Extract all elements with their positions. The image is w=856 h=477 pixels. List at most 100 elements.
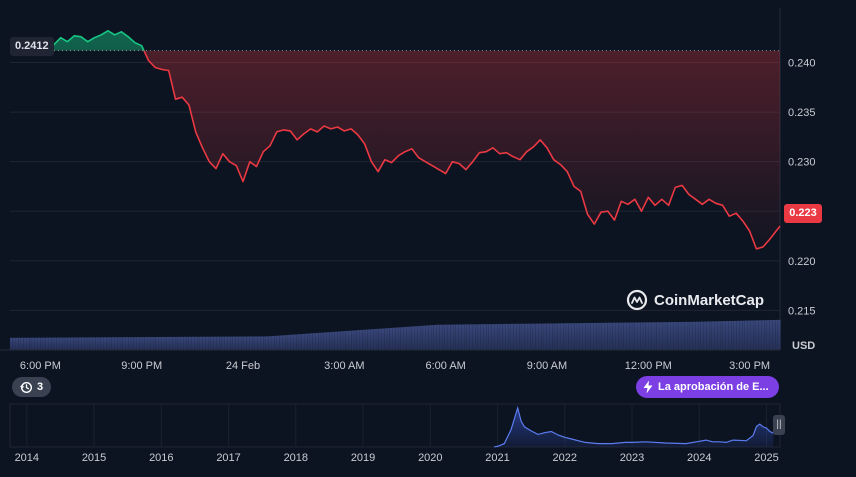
- history-icon: [20, 381, 33, 393]
- volume-bar: [133, 337, 137, 350]
- volume-bar: [109, 337, 112, 350]
- volume-bar: [706, 321, 710, 350]
- volume-bar: [662, 322, 665, 350]
- volume-bar: [45, 337, 49, 350]
- volume-bar: [230, 336, 233, 350]
- volume-bar: [491, 324, 495, 350]
- volume-bar: [431, 325, 434, 350]
- volume-bar: [84, 337, 87, 350]
- volume-bar: [354, 330, 357, 350]
- volume-bar: [67, 337, 71, 350]
- volume-bar: [260, 336, 264, 350]
- overview-x-tick-label: 2020: [418, 452, 442, 464]
- volume-bar: [640, 322, 643, 350]
- volume-bar: [566, 323, 569, 350]
- volume-bar: [761, 320, 765, 350]
- volume-bar: [257, 336, 261, 350]
- volume-bar: [626, 322, 630, 350]
- overview-x-tick-label: 2019: [351, 452, 375, 464]
- volume-bar: [307, 333, 310, 350]
- volume-bar: [612, 322, 616, 350]
- volume-bar: [274, 335, 277, 350]
- volume-bar: [758, 320, 762, 350]
- events-count: 3: [37, 381, 44, 393]
- volume-bar: [362, 329, 365, 350]
- volume-bar: [538, 323, 542, 350]
- volume-bar: [378, 328, 382, 350]
- volume-bar: [252, 336, 255, 350]
- volume-bar: [139, 337, 142, 350]
- volume-bar: [202, 336, 206, 350]
- volume-bar: [376, 328, 379, 350]
- volume-bar: [111, 337, 115, 350]
- volume-bar: [513, 323, 517, 350]
- range-handle-icon[interactable]: ||: [773, 415, 785, 435]
- volume-bar: [186, 336, 189, 350]
- volume-bar: [78, 337, 82, 350]
- volume-bar: [117, 337, 120, 350]
- volume-bar: [695, 321, 699, 350]
- volume-bar: [439, 324, 443, 350]
- volume-bar: [676, 322, 679, 350]
- overview-line: [494, 405, 774, 448]
- volume-bar: [678, 321, 682, 350]
- volume-bar: [340, 331, 343, 350]
- volume-bar: [453, 324, 456, 350]
- volume-bar: [673, 322, 676, 350]
- volume-bar: [285, 335, 288, 350]
- volume-bar: [224, 336, 228, 350]
- events-button[interactable]: 3: [12, 377, 52, 397]
- y-tick-label: 0.230: [788, 157, 816, 169]
- brand-watermark: CoinMarketCap: [626, 289, 764, 311]
- y-tick-label: 0.215: [788, 305, 816, 317]
- volume-bar: [175, 336, 178, 350]
- volume-bar: [544, 323, 547, 350]
- volume-bar: [687, 321, 690, 350]
- volume-bar: [136, 337, 140, 350]
- volume-bar: [290, 334, 294, 350]
- volume-bar: [153, 337, 156, 350]
- volume-bar: [645, 322, 649, 350]
- overview-x-tick-label: 2023: [620, 452, 644, 464]
- volume-bar: [720, 321, 723, 350]
- volume-bar: [497, 324, 500, 350]
- volume-bar: [337, 331, 341, 350]
- volume-bar: [395, 327, 398, 350]
- volume-bar: [312, 333, 316, 350]
- volume-bar: [158, 337, 162, 350]
- volume-bar: [428, 325, 432, 350]
- current-price-tag: 0.223: [784, 204, 822, 223]
- up-area-fill: [10, 30, 780, 51]
- volume-bar: [433, 324, 437, 350]
- volume-bar: [351, 330, 354, 350]
- volume-bar: [271, 336, 275, 350]
- volume-bar: [221, 336, 225, 350]
- volume-bar: [227, 336, 231, 350]
- volume-bar: [48, 337, 52, 350]
- volume-bar: [392, 327, 396, 350]
- volume-bar: [588, 323, 591, 350]
- volume-bar: [76, 337, 79, 350]
- volume-bar: [464, 324, 467, 350]
- volume-bar: [125, 337, 129, 350]
- volume-bar: [552, 323, 555, 350]
- volume-bar: [442, 324, 445, 350]
- volume-bar: [527, 323, 531, 350]
- volume-bar: [425, 325, 429, 350]
- volume-bar: [199, 336, 203, 350]
- volume-bar: [155, 337, 159, 350]
- volume-bar: [23, 337, 27, 350]
- volume-bar: [480, 324, 484, 350]
- volume-bar: [607, 322, 610, 350]
- news-event-button[interactable]: La aprobación de E...: [636, 376, 779, 398]
- volume-bar: [169, 336, 173, 350]
- overview-x-tick-label: 2018: [284, 452, 308, 464]
- volume-bar: [54, 337, 57, 350]
- volume-bar: [191, 336, 195, 350]
- volume-bar: [585, 323, 588, 350]
- volume-bar: [499, 324, 503, 350]
- volume-bar: [596, 322, 599, 350]
- price-line-up: [10, 30, 145, 51]
